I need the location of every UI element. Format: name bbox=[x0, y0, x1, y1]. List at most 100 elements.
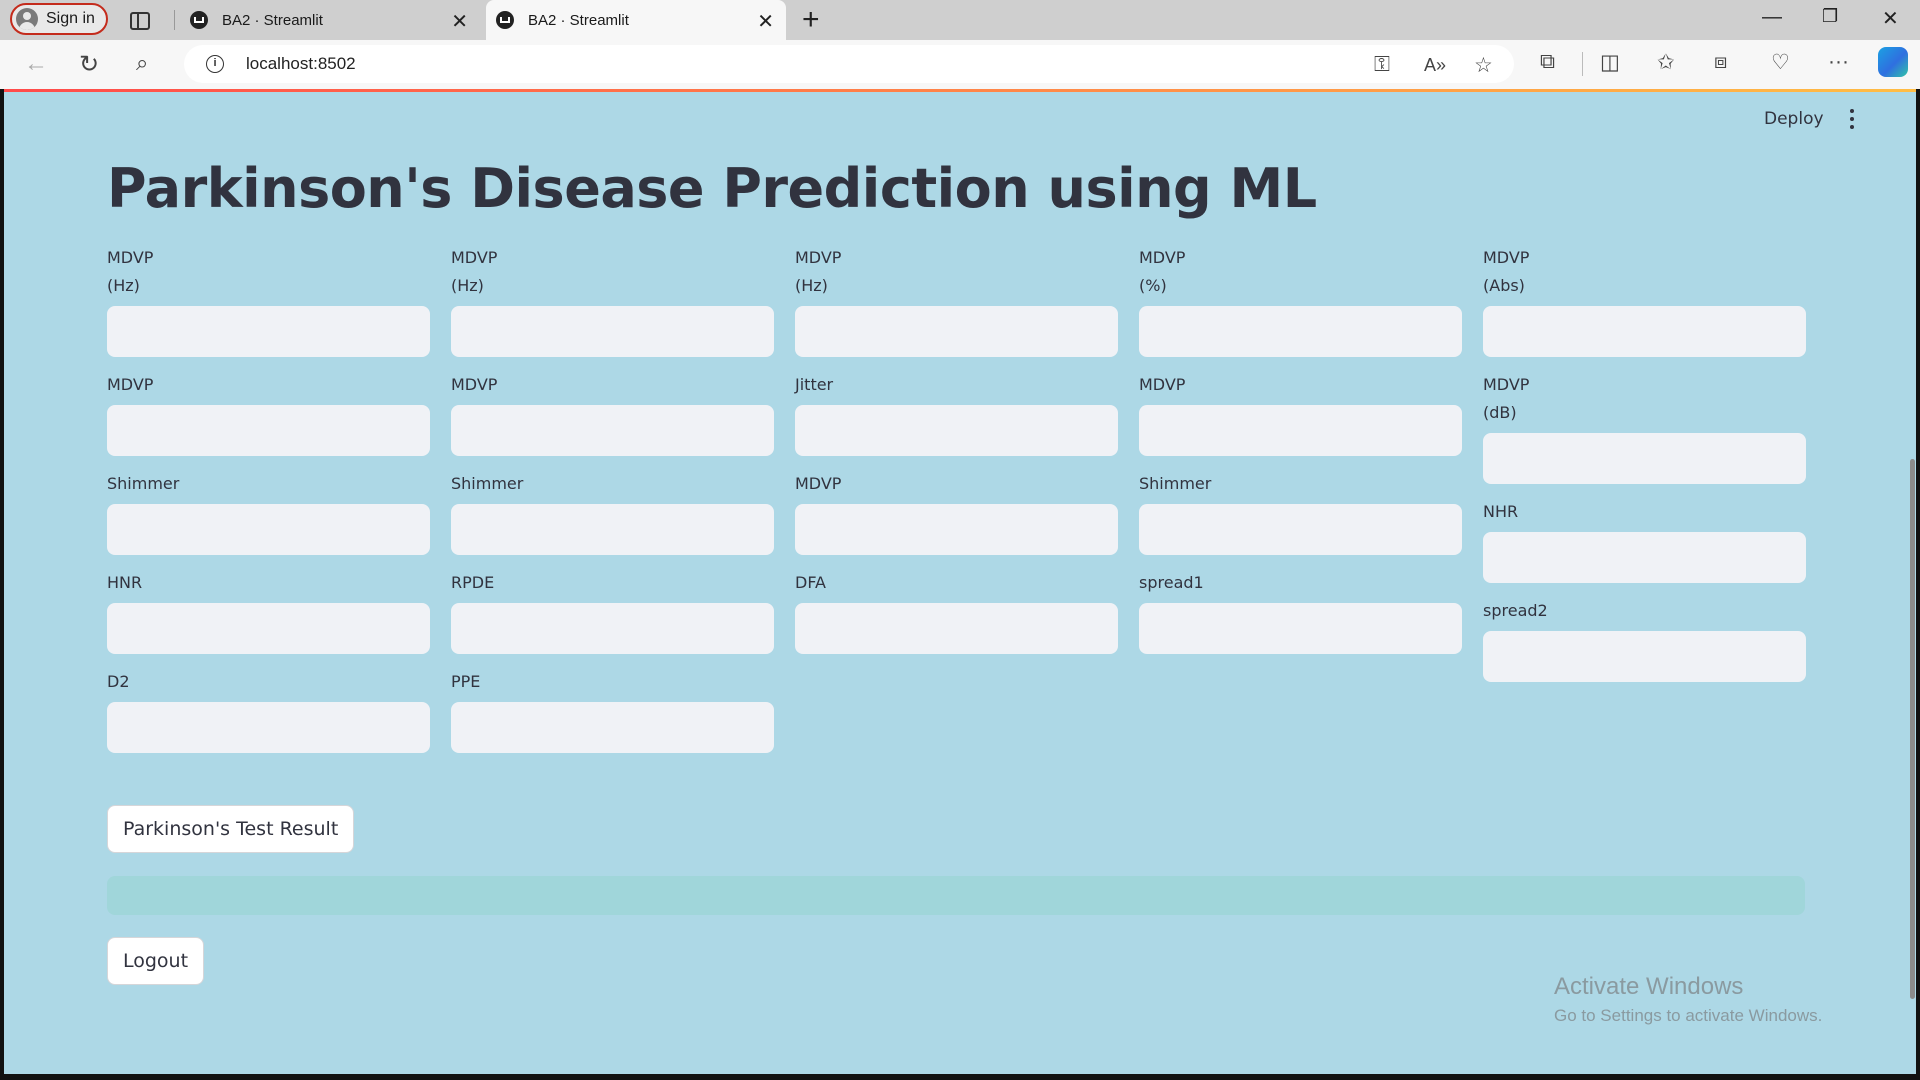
close-window-icon[interactable]: ✕ bbox=[1882, 8, 1899, 30]
deploy-button[interactable]: Deploy bbox=[1764, 109, 1824, 129]
form-field: Shimmer bbox=[107, 470, 430, 555]
favorite-star-icon[interactable]: ☆ bbox=[1474, 54, 1493, 77]
form-field: MDVP bbox=[1139, 371, 1462, 456]
minimize-icon[interactable]: — bbox=[1762, 6, 1782, 28]
form-field: MDVP (Hz) bbox=[795, 244, 1118, 357]
new-tab-icon[interactable]: + bbox=[802, 3, 820, 36]
tab-actions-icon[interactable] bbox=[128, 9, 150, 31]
field-label: MDVP (Hz) bbox=[451, 248, 498, 295]
toolbar-separator bbox=[1582, 52, 1583, 76]
field-label: Jitter bbox=[795, 375, 834, 394]
more-options-icon[interactable]: ··· bbox=[1828, 50, 1849, 73]
number-input[interactable] bbox=[1139, 306, 1462, 357]
field-label: MDVP (Hz) bbox=[107, 248, 154, 295]
number-input[interactable] bbox=[795, 603, 1118, 654]
field-label: MDVP bbox=[451, 375, 498, 394]
number-input[interactable] bbox=[1483, 433, 1806, 484]
close-tab-icon[interactable]: ✕ bbox=[757, 11, 774, 33]
tab-title: BA2 · Streamlit bbox=[528, 11, 629, 29]
refresh-icon[interactable]: ↻ bbox=[79, 51, 100, 78]
field-label: PPE bbox=[451, 672, 481, 691]
field-label: Shimmer bbox=[107, 474, 180, 493]
number-input[interactable] bbox=[107, 603, 430, 654]
input-column-1: MDVP (Hz) MDVP Shimmer HNR D2 bbox=[107, 244, 430, 767]
browser-essentials-icon[interactable]: ♡ bbox=[1771, 51, 1790, 74]
number-input[interactable] bbox=[451, 306, 774, 357]
form-field: spread1 bbox=[1139, 569, 1462, 654]
field-label: Shimmer bbox=[1139, 474, 1212, 493]
input-column-3: MDVP (Hz) Jitter MDVP DFA bbox=[795, 244, 1118, 668]
form-field: DFA bbox=[795, 569, 1118, 654]
field-label: MDVP (Abs) bbox=[1483, 248, 1530, 295]
number-input[interactable] bbox=[795, 306, 1118, 357]
browser-tab-bar: Sign in BA2 · Streamlit ✕ BA2 · Streamli… bbox=[0, 0, 1920, 40]
form-field: MDVP bbox=[451, 371, 774, 456]
field-label: MDVP (Hz) bbox=[795, 248, 842, 295]
site-info-icon[interactable]: i bbox=[206, 55, 224, 73]
split-screen-icon[interactable]: ◫ bbox=[1600, 51, 1620, 74]
activate-windows-title: Activate Windows bbox=[1554, 973, 1744, 1000]
back-icon[interactable]: ← bbox=[24, 50, 48, 77]
read-aloud-icon[interactable]: A» bbox=[1424, 55, 1447, 75]
field-label: MDVP (dB) bbox=[1483, 375, 1530, 422]
number-input[interactable] bbox=[1483, 631, 1806, 682]
browser-tab-2-active[interactable]: BA2 · Streamlit ✕ bbox=[486, 0, 786, 40]
extensions-icon[interactable]: ⧉ bbox=[1540, 50, 1555, 73]
field-label: RPDE bbox=[451, 573, 495, 592]
activate-windows-subtitle: Go to Settings to activate Windows. bbox=[1554, 1006, 1823, 1025]
field-label: D2 bbox=[107, 672, 130, 691]
number-input[interactable] bbox=[107, 306, 430, 357]
form-field: Shimmer bbox=[1139, 470, 1462, 555]
streamlit-favicon-icon bbox=[190, 11, 208, 29]
form-field: spread2 bbox=[1483, 597, 1806, 682]
number-input[interactable] bbox=[1139, 603, 1462, 654]
field-label: MDVP (%) bbox=[1139, 248, 1186, 295]
tab-separator bbox=[174, 10, 175, 30]
field-label: NHR bbox=[1483, 502, 1519, 521]
form-field: NHR bbox=[1483, 498, 1806, 583]
number-input[interactable] bbox=[1483, 532, 1806, 583]
streamlit-favicon-icon bbox=[496, 11, 514, 29]
input-column-2: MDVP (Hz) MDVP Shimmer RPDE PPE bbox=[451, 244, 774, 767]
number-input[interactable] bbox=[795, 504, 1118, 555]
form-field: HNR bbox=[107, 569, 430, 654]
parkinsons-test-result-button[interactable]: Parkinson's Test Result bbox=[107, 805, 355, 853]
input-column-5: MDVP (Abs) MDVP (dB) NHR spread2 bbox=[1483, 244, 1806, 696]
number-input[interactable] bbox=[451, 603, 774, 654]
browser-tab-1[interactable]: BA2 · Streamlit ✕ bbox=[174, 0, 480, 40]
form-field: Shimmer bbox=[451, 470, 774, 555]
page-title: Parkinson's Disease Prediction using ML bbox=[107, 157, 1317, 220]
main-menu-icon[interactable] bbox=[1849, 109, 1855, 129]
collections-icon[interactable]: ⧈ bbox=[1714, 50, 1728, 73]
form-field: D2 bbox=[107, 668, 430, 753]
number-input[interactable] bbox=[107, 405, 430, 456]
form-field: MDVP (dB) bbox=[1483, 371, 1806, 484]
browser-address-bar: ← ↻ ⌕ i localhost:8502 ⚿ A» ☆ ⧉ ◫ ✩ ⧈ ♡ … bbox=[0, 40, 1920, 89]
url-text: localhost:8502 bbox=[246, 54, 356, 73]
result-message-box bbox=[107, 876, 1805, 915]
restore-icon[interactable]: ❐ bbox=[1822, 6, 1839, 26]
copilot-icon[interactable] bbox=[1878, 47, 1908, 77]
field-label: MDVP bbox=[795, 474, 842, 493]
logout-button[interactable]: Logout bbox=[107, 937, 205, 985]
form-field: MDVP (%) bbox=[1139, 244, 1462, 357]
url-field[interactable]: i localhost:8502 ⚿ A» ☆ bbox=[184, 45, 1514, 83]
favorites-icon[interactable]: ✩ bbox=[1657, 51, 1675, 74]
number-input[interactable] bbox=[107, 504, 430, 555]
header-decoration-bar bbox=[4, 89, 1916, 92]
form-field: MDVP bbox=[107, 371, 430, 456]
number-input[interactable] bbox=[1483, 306, 1806, 357]
number-input[interactable] bbox=[1139, 504, 1462, 555]
number-input[interactable] bbox=[795, 405, 1118, 456]
number-input[interactable] bbox=[451, 702, 774, 753]
number-input[interactable] bbox=[107, 702, 430, 753]
number-input[interactable] bbox=[451, 405, 774, 456]
sign-in-button[interactable]: Sign in bbox=[10, 3, 108, 35]
close-tab-icon[interactable]: ✕ bbox=[451, 11, 468, 33]
password-key-icon[interactable]: ⚿ bbox=[1374, 53, 1390, 76]
vertical-scrollbar[interactable] bbox=[1910, 459, 1915, 999]
search-icon[interactable]: ⌕ bbox=[136, 50, 149, 75]
form-field: RPDE bbox=[451, 569, 774, 654]
number-input[interactable] bbox=[451, 504, 774, 555]
number-input[interactable] bbox=[1139, 405, 1462, 456]
